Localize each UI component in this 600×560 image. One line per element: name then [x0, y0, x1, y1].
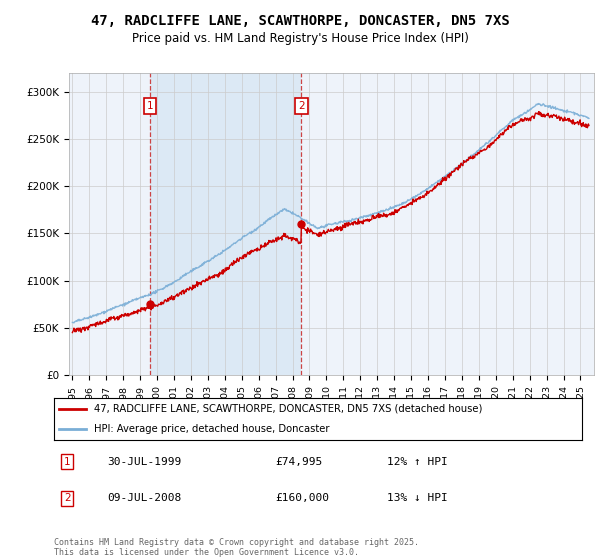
Text: 12% ↑ HPI: 12% ↑ HPI — [386, 457, 448, 467]
Text: 30-JUL-1999: 30-JUL-1999 — [107, 457, 181, 467]
Text: 47, RADCLIFFE LANE, SCAWTHORPE, DONCASTER, DN5 7XS: 47, RADCLIFFE LANE, SCAWTHORPE, DONCASTE… — [91, 14, 509, 28]
Text: £160,000: £160,000 — [276, 493, 330, 503]
Text: 09-JUL-2008: 09-JUL-2008 — [107, 493, 181, 503]
Text: Contains HM Land Registry data © Crown copyright and database right 2025.
This d: Contains HM Land Registry data © Crown c… — [54, 538, 419, 557]
Text: Price paid vs. HM Land Registry's House Price Index (HPI): Price paid vs. HM Land Registry's House … — [131, 32, 469, 45]
Text: 1: 1 — [64, 457, 71, 467]
Text: HPI: Average price, detached house, Doncaster: HPI: Average price, detached house, Donc… — [94, 424, 329, 434]
Text: 13% ↓ HPI: 13% ↓ HPI — [386, 493, 448, 503]
Text: £74,995: £74,995 — [276, 457, 323, 467]
Bar — [150, 73, 301, 375]
Text: 2: 2 — [298, 101, 305, 111]
Text: 2: 2 — [64, 493, 71, 503]
Text: 1: 1 — [146, 101, 153, 111]
Text: 47, RADCLIFFE LANE, SCAWTHORPE, DONCASTER, DN5 7XS (detached house): 47, RADCLIFFE LANE, SCAWTHORPE, DONCASTE… — [94, 404, 482, 414]
